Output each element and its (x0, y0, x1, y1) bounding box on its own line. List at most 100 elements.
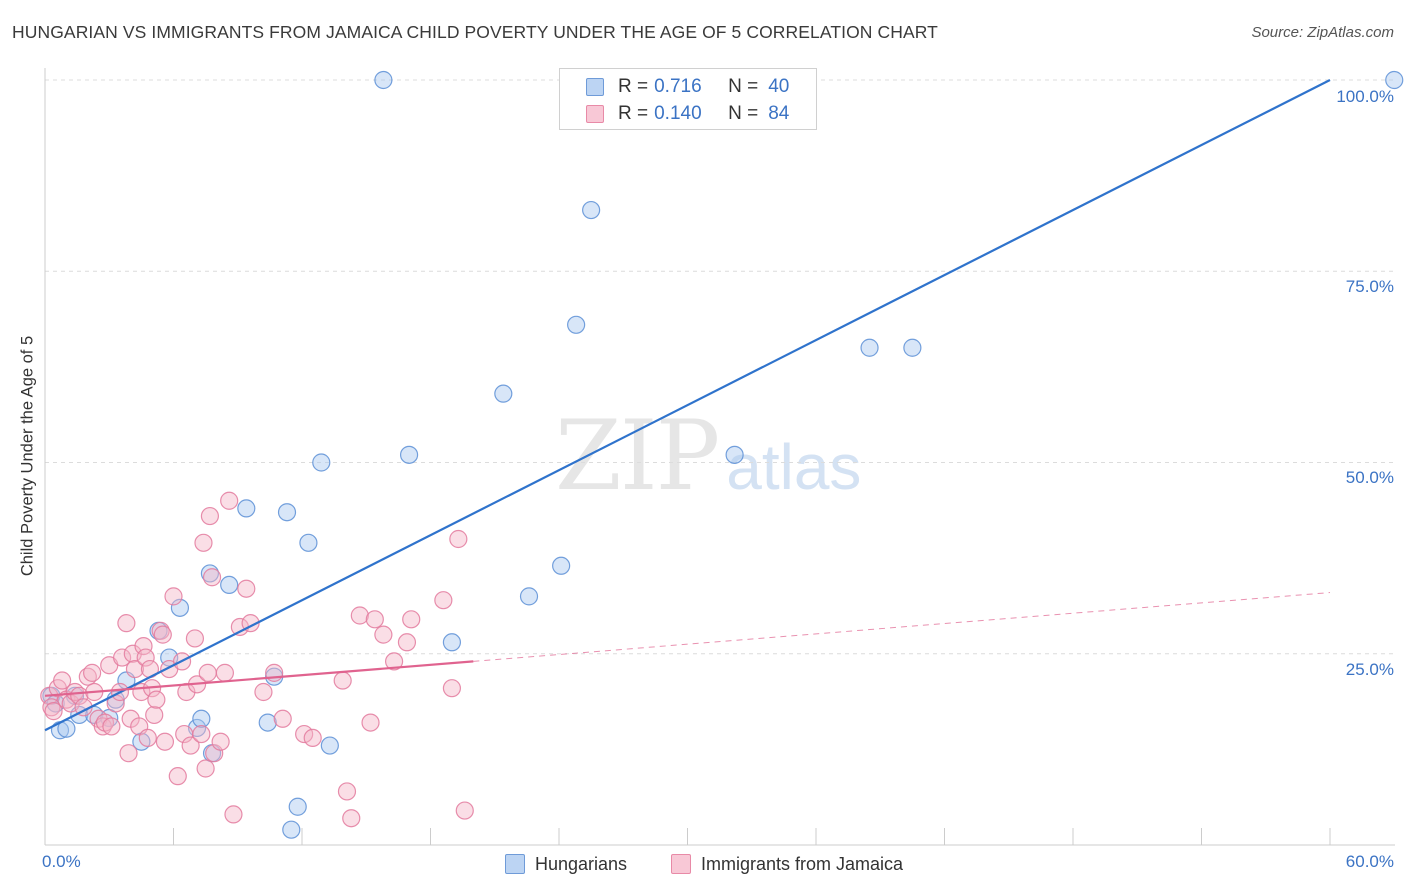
point-hungarians-32 (519, 587, 539, 606)
y-tick-label-25: 25.0% (1345, 660, 1394, 679)
trendline-hungarians (44, 79, 1331, 732)
point-jamaica-53 (205, 744, 224, 763)
point-jamaica-51 (200, 506, 220, 526)
point-jamaica-65 (303, 728, 322, 748)
point-jamaica-61 (254, 682, 273, 702)
point-jamaica-25 (125, 659, 145, 679)
point-jamaica-17 (102, 717, 121, 736)
point-hungarians-33 (552, 556, 571, 575)
point-jamaica-52 (202, 568, 222, 587)
point-hungarians-19 (237, 499, 256, 518)
point-jamaica-20 (112, 648, 132, 667)
point-hungarians-29 (399, 445, 419, 464)
point-jamaica-49 (196, 759, 215, 778)
legend-item-jamaica[interactable]: Immigrants from Jamaica (671, 851, 903, 877)
point-jamaica-30 (138, 728, 157, 748)
point-jamaica-34 (147, 690, 166, 709)
point-jamaica-74 (397, 633, 417, 652)
stats-legend: R = 0.716 N = 40 R = 0.140 N = 84 (559, 68, 817, 130)
legend-label-jamaica: Immigrants from Jamaica (701, 853, 904, 874)
point-hungarians-18 (220, 575, 239, 595)
point-jamaica-73 (384, 652, 404, 671)
n-value: 40 (768, 76, 790, 97)
point-hungarians-30 (442, 633, 462, 652)
r-value: 0.716 (654, 76, 702, 97)
point-jamaica-54 (211, 732, 230, 751)
point-jamaica-40 (168, 767, 187, 786)
r-label: R = (618, 76, 649, 97)
point-hungarians-13 (170, 598, 190, 617)
point-hungarians-25 (299, 533, 318, 552)
point-jamaica-59 (237, 579, 256, 598)
point-jamaica-70 (361, 713, 380, 732)
x-tick-label-min: 0.0% (42, 852, 81, 871)
y-tick-label-100: 100.0% (1336, 87, 1394, 106)
point-hungarians-35 (582, 200, 601, 220)
point-jamaica-67 (337, 782, 357, 801)
point-jamaica-11 (83, 663, 102, 682)
watermark: ZIP atlas (555, 400, 861, 512)
point-jamaica-48 (194, 533, 213, 552)
point-jamaica-55 (215, 663, 234, 682)
stats-row-hungarians: R = 0.716 N = 40 (586, 75, 789, 99)
point-jamaica-76 (434, 591, 453, 610)
point-hungarians-24 (288, 797, 307, 816)
r-label: R = (618, 103, 649, 124)
series-legend: Hungarians Immigrants from Jamaica (0, 851, 1406, 877)
point-hungarians-20 (258, 713, 277, 732)
point-jamaica-68 (342, 809, 361, 828)
point-jamaica-79 (455, 801, 474, 820)
point-jamaica-8 (70, 686, 89, 705)
point-jamaica-45 (185, 629, 205, 648)
watermark-zip: ZIP (555, 400, 720, 512)
watermark-atlas: atlas (726, 431, 862, 503)
point-hungarians-37 (860, 338, 879, 357)
point-jamaica-37 (155, 732, 175, 751)
point-jamaica-4 (53, 671, 72, 690)
y-axis-label: Child Poverty Under the Age of 5 (18, 335, 37, 577)
legend-swatch-jamaica (671, 854, 691, 874)
point-jamaica-29 (136, 648, 155, 667)
point-jamaica-66 (333, 671, 352, 690)
y-tick-label-75: 75.0% (1345, 277, 1394, 296)
point-hungarians-26 (320, 736, 339, 755)
r-value: 0.140 (654, 103, 702, 124)
n-value: 84 (768, 103, 790, 124)
trendline-jamaica (44, 660, 474, 697)
source-label: Source: ZipAtlas.com (1251, 24, 1394, 41)
legend-label-hungarians: Hungarians (535, 853, 628, 874)
legend-item-hungarians[interactable]: Hungarians (505, 851, 627, 877)
point-jamaica-77 (442, 679, 462, 698)
point-hungarians-36 (725, 445, 744, 464)
point-jamaica-69 (350, 606, 369, 625)
point-jamaica-50 (198, 663, 217, 682)
point-jamaica-64 (295, 724, 314, 744)
point-hungarians-39 (1385, 70, 1404, 90)
point-jamaica-57 (224, 805, 243, 824)
point-hungarians-38 (903, 338, 922, 357)
trendline-jamaica-extension (473, 592, 1331, 662)
point-jamaica-47 (192, 724, 211, 744)
point-jamaica-21 (117, 614, 136, 633)
swatch-jamaica (586, 105, 604, 123)
point-jamaica-78 (449, 529, 468, 549)
n-label: N = (728, 103, 759, 124)
point-hungarians-15 (192, 709, 211, 728)
x-tick-label-max: 60.0% (1345, 852, 1394, 871)
legend-swatch-hungarians (505, 854, 525, 874)
point-hungarians-23 (282, 820, 301, 839)
point-jamaica-72 (374, 625, 393, 644)
point-jamaica-2 (44, 702, 63, 721)
point-hungarians-22 (277, 503, 297, 522)
point-jamaica-36 (153, 625, 172, 644)
swatch-hungarians (586, 78, 604, 96)
stats-row-jamaica: R = 0.140 N = 84 (586, 102, 789, 126)
y-tick-label-50: 50.0% (1345, 468, 1394, 487)
point-hungarians-27 (312, 453, 331, 472)
point-hungarians-28 (374, 70, 393, 90)
n-label: N = (728, 76, 759, 97)
point-jamaica-28 (134, 636, 153, 656)
point-jamaica-63 (273, 709, 292, 728)
point-jamaica-71 (365, 610, 384, 629)
